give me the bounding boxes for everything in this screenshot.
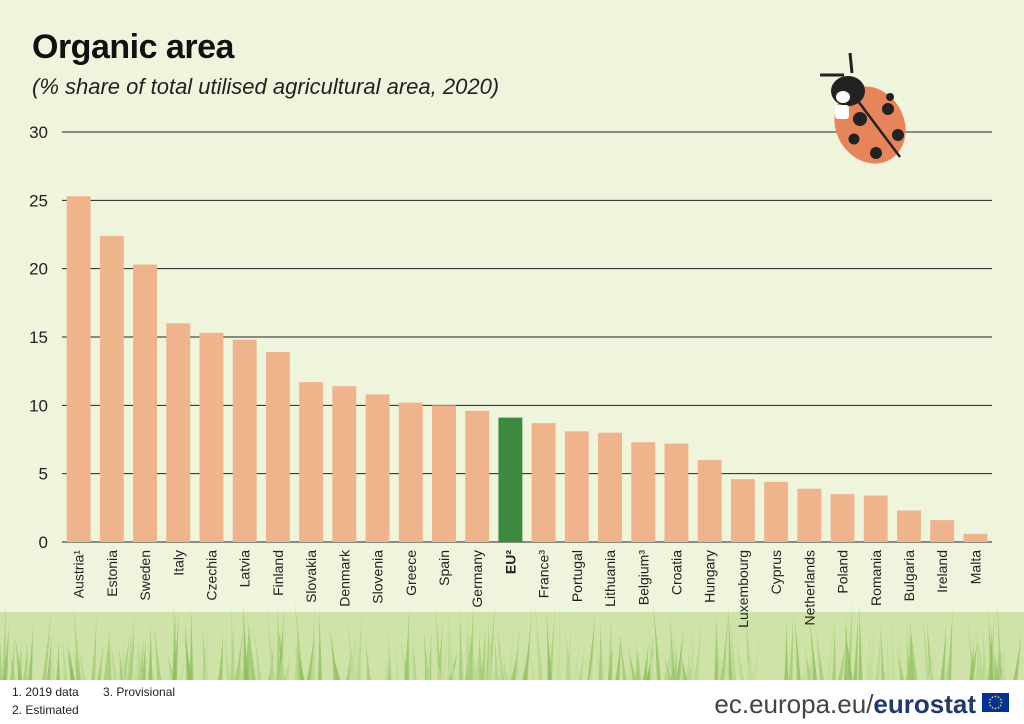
chart-subtitle: (% share of total utilised agricultural … [32,74,500,99]
x-tick-label: Spain [436,550,452,586]
x-tick-label: Germany [469,550,485,608]
footnote-2: 2. Estimated [12,703,79,717]
x-tick-label: Luxembourg [735,550,751,628]
x-tick-label: France³ [536,550,552,599]
x-tick-label: Croatia [668,550,684,595]
x-tick-label: Lithuania [602,550,618,607]
bar [697,460,722,542]
x-tick-label: Finland [270,550,286,596]
x-tick-label: Cyprus [768,550,784,594]
bar [830,494,855,542]
x-tick-label: Romania [868,550,884,606]
y-tick-label: 20 [29,260,48,279]
bar [99,235,124,542]
y-tick-label: 10 [29,396,48,415]
bar [730,479,755,542]
bar [332,386,357,542]
x-tick-label: Malta [967,550,983,584]
bar [199,332,224,542]
grass-icon [0,600,1024,680]
bar [465,410,490,542]
bar [764,481,789,542]
bar [664,443,689,542]
x-tick-label: Belgium³ [635,550,651,606]
eurostat-logo-text[interactable]: eurostat [873,689,976,719]
x-tick-label: Hungary [702,550,718,603]
bar [564,431,589,542]
bar [432,405,456,542]
x-tick-label: Italy [170,550,186,576]
y-tick-label: 5 [39,465,48,484]
y-tick-label: 0 [39,533,48,552]
bar [133,264,157,542]
bar [66,196,91,542]
bar [598,432,622,542]
bar [897,510,921,542]
x-tick-label: Sweden [137,550,153,601]
bar [232,339,257,542]
y-tick-label: 30 [29,123,48,142]
y-tick-label: 25 [29,191,48,210]
chart-title: Organic area [32,28,234,66]
footer: 1. 2019 data 2. Estimated 3. Provisional [0,680,1024,724]
bar [299,382,324,542]
x-tick-label: Netherlands [801,550,817,626]
chart-area: 0 5 10 15 20 25 30 Austria¹ Estonia Sweden Italy C… [0,0,1024,680]
bar [797,488,822,542]
bar [963,533,988,542]
bar [398,402,423,542]
x-tick-label: Portugal [569,550,585,602]
x-tick-label: Czechia [203,550,219,601]
footnote-1: 1. 2019 data [12,685,79,699]
x-tick-label: Latvia [237,550,253,588]
source-url[interactable]: ec.europa.eu/ [714,689,874,719]
bar [863,495,888,542]
x-tick-label: Greece [403,550,419,596]
x-tick-label: Estonia [104,550,120,597]
bar [265,352,290,542]
bar [498,417,523,542]
eu-flag-icon [982,693,1009,712]
x-tick-label: Poland [835,550,851,594]
footnote-3: 3. Provisional [103,685,176,699]
bar [631,442,656,542]
x-tick-label: Slovenia [370,550,386,604]
bar [930,520,955,542]
y-tick-label: 15 [29,328,48,347]
ladybug-icon [820,52,906,164]
source-credit[interactable]: ec.europa.eu/eurostat [714,689,976,720]
x-tick-label: Slovakia [303,550,319,603]
bar-chart: 0 5 10 15 20 25 30 Austria¹ Estonia Sweden Italy C… [0,52,1024,680]
bar [166,323,191,542]
bar [365,394,390,542]
x-tick-label: EU² [502,550,518,574]
bar [531,423,556,542]
x-tick-label: Ireland [934,550,950,593]
x-tick-label: Bulgaria [901,550,917,602]
x-tick-label: Denmark [336,549,352,607]
x-tick-label: Austria¹ [71,550,87,599]
